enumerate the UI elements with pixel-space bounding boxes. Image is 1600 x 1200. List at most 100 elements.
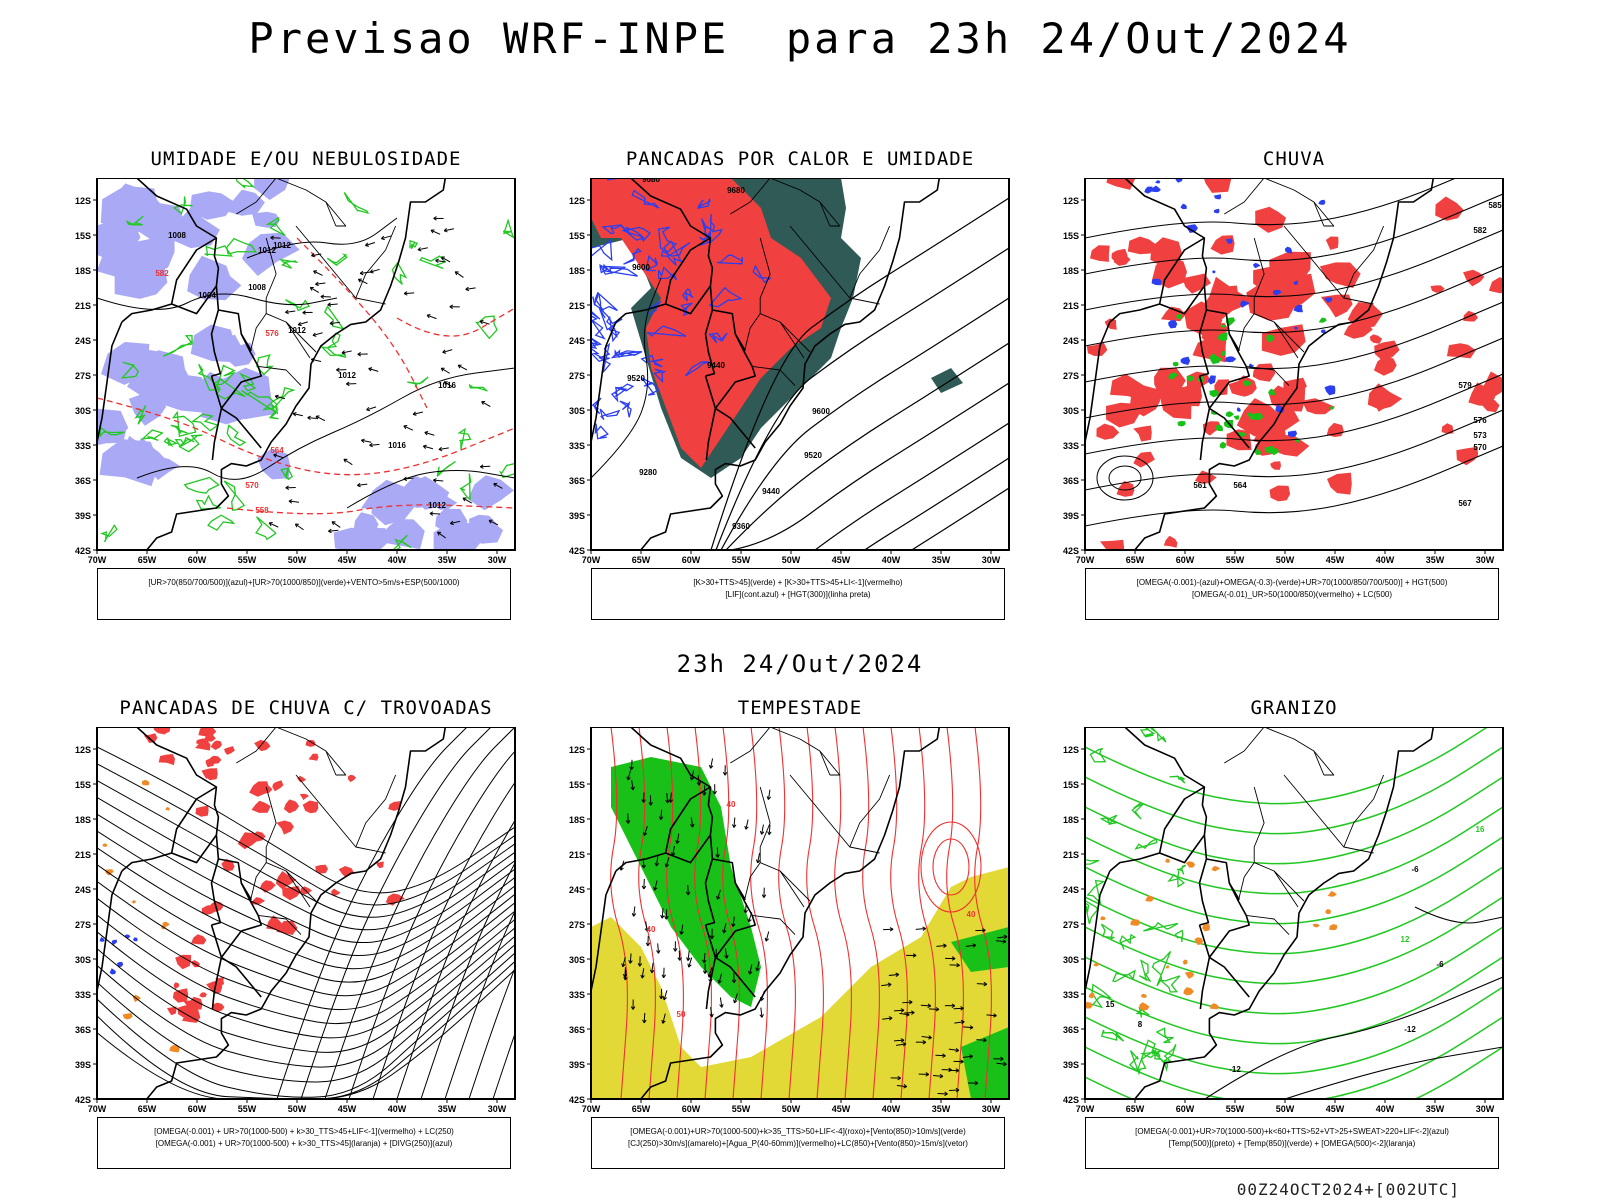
lifted-index-contour xyxy=(645,254,659,272)
contour-label: 9600 xyxy=(812,407,830,416)
temperature-850-contour xyxy=(1085,866,1503,955)
contour-label: 8 xyxy=(1138,1020,1143,1029)
wind-vector xyxy=(633,906,636,917)
wind-vector xyxy=(723,923,727,934)
thunderstorm-area xyxy=(249,781,270,797)
legend-line: [OMEGA(-0.01)_UR>50(1000/850)(vermelho) … xyxy=(1191,590,1393,599)
rain-area xyxy=(1096,423,1120,440)
streamline xyxy=(97,763,515,906)
omega-strong-area xyxy=(1329,406,1334,410)
streamline xyxy=(420,861,515,1099)
temperature-850-contour xyxy=(1169,775,1186,784)
shower-area xyxy=(122,1013,133,1020)
lifted-index-contour xyxy=(619,400,632,418)
humidity-lower-contour xyxy=(280,467,294,481)
latitude-tick-label: 39S xyxy=(75,1060,91,1070)
lifted-index-contour xyxy=(681,288,694,302)
rain-area xyxy=(1488,277,1503,294)
wind-vector xyxy=(645,921,648,932)
thunderstorm-area xyxy=(224,746,235,755)
wind-vector xyxy=(624,967,626,978)
omega-area xyxy=(1207,375,1216,385)
streamline xyxy=(97,880,515,997)
isobar xyxy=(97,293,338,310)
thunderstorm-area xyxy=(266,915,284,930)
longitude-tick-label: 50W xyxy=(288,555,307,565)
lifted-index-contour xyxy=(605,315,621,343)
humidity-lower-contour xyxy=(241,389,279,415)
streamline-850 xyxy=(666,727,684,1099)
omega-area xyxy=(1293,304,1303,313)
wind-vector xyxy=(368,368,379,372)
humidity-lower-contour xyxy=(197,363,220,391)
map-panel-pancadas-calor: 9680 9680 9600 9520 9440 9360 9600 9520 9440 9280… xyxy=(569,178,1010,565)
thunderstorm-area xyxy=(201,904,217,915)
streamline xyxy=(97,830,515,957)
rain-area xyxy=(1468,382,1496,406)
streamline xyxy=(97,952,515,1098)
panel-title-chuva: CHUVA xyxy=(1262,148,1326,170)
wind-vector xyxy=(680,924,684,935)
omega-area xyxy=(1175,178,1183,183)
wind-vector xyxy=(902,1001,913,1004)
geopotential-line xyxy=(741,457,1009,550)
humidity-lower-contour xyxy=(195,494,221,510)
temperature-850-contour xyxy=(1085,902,1090,913)
longitude-tick-label: 45W xyxy=(338,555,357,565)
map-frame xyxy=(590,727,1010,1100)
wind-vector xyxy=(757,852,761,863)
omega-500-area xyxy=(1093,962,1099,967)
wind-vector xyxy=(690,817,694,828)
omega-strong-area xyxy=(1264,445,1274,454)
wind-vector xyxy=(288,500,299,503)
wind-vector xyxy=(630,759,633,770)
contour-label: 567 xyxy=(1458,499,1472,508)
wind-vector xyxy=(293,413,304,417)
low-level-jet-area xyxy=(611,757,761,1007)
temperature-850-contour xyxy=(1100,1029,1125,1042)
rain-area xyxy=(1435,196,1464,221)
wind-vector xyxy=(716,889,721,900)
temperature-850-contour xyxy=(1085,896,1503,985)
omega-strong-area xyxy=(1318,317,1327,323)
wind-vector xyxy=(687,950,690,961)
wind-vector xyxy=(896,1084,907,1088)
humidity-lower-contour xyxy=(268,403,279,420)
latitude-tick-label: 27S xyxy=(75,920,91,930)
humidity-lower-contour xyxy=(163,436,179,448)
streamline xyxy=(276,727,468,1099)
latitude-tick-label: 36S xyxy=(569,1025,585,1035)
lifted-index-contour xyxy=(614,349,643,358)
lifted-index-contour xyxy=(752,264,772,284)
country-borders xyxy=(1085,178,1435,550)
shower-area xyxy=(105,869,114,876)
omega-strong-area xyxy=(1186,375,1194,382)
wind-vector xyxy=(928,1008,939,1010)
lifted-index-contour xyxy=(709,214,723,245)
longitude-tick-label: 35W xyxy=(932,1104,951,1114)
wind-vector xyxy=(327,303,338,306)
humidity-upper-area xyxy=(138,350,186,396)
wind-vector xyxy=(655,856,659,867)
lifted-index-contour xyxy=(657,226,678,253)
lifted-index-contour xyxy=(597,291,618,319)
map-panel-tempestade: 40 50 40 40 12S 15S 18S 21S 24S 27S 30S 33S 36S 39S 42… xyxy=(569,727,1010,1114)
lifted-index-contour xyxy=(591,348,610,362)
wind-vector xyxy=(365,242,376,246)
latitude-tick-label: 36S xyxy=(75,476,91,486)
thunderstorm-area xyxy=(276,921,298,935)
rain-area xyxy=(1163,535,1178,548)
wind-vector xyxy=(948,1048,959,1052)
height-contour xyxy=(1085,178,1458,239)
omega-strong-area xyxy=(1220,324,1226,328)
latitude-tick-label: 15S xyxy=(569,231,585,241)
longitude-tick-label: 45W xyxy=(1326,1104,1345,1114)
latitude-tick-label: 12S xyxy=(75,745,91,755)
wind-vector xyxy=(403,477,414,480)
rain-area xyxy=(1184,301,1223,336)
wind-vector xyxy=(361,439,372,443)
humidity-upper-area xyxy=(408,476,450,510)
thickness-contour xyxy=(396,307,515,337)
omega-area xyxy=(1324,385,1336,396)
rain-area xyxy=(1446,343,1476,359)
